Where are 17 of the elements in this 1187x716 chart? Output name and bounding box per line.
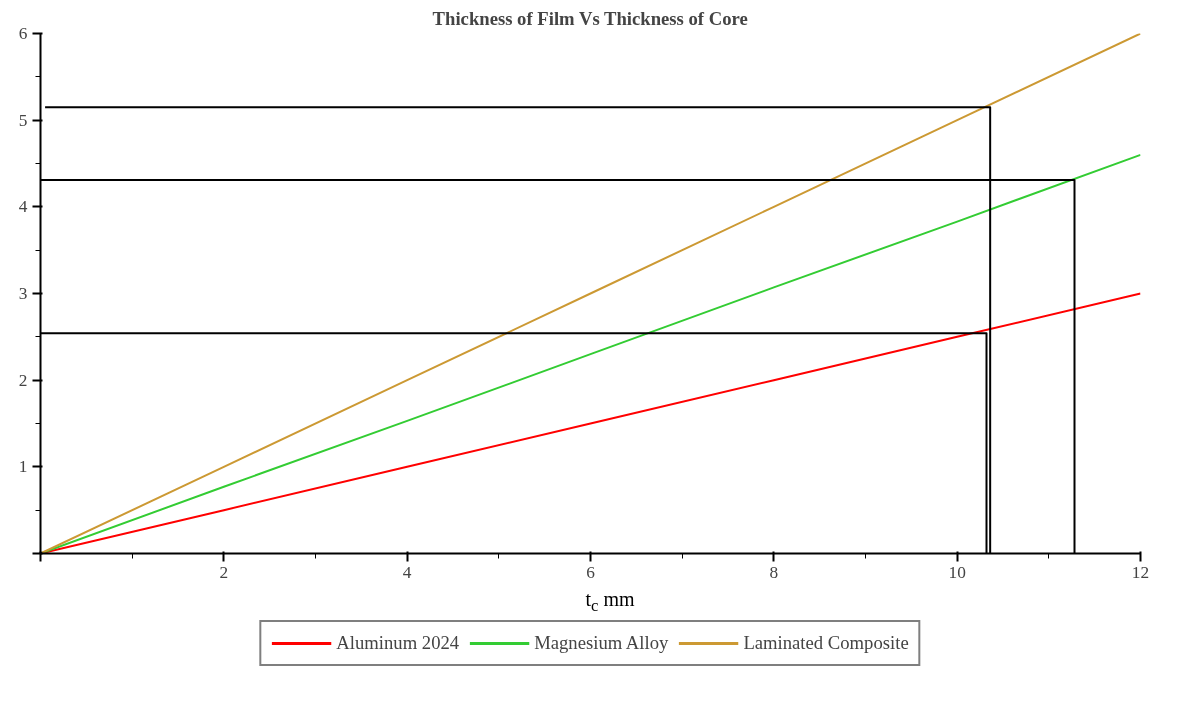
x-axis-title: t$_{c}$ mm [585,587,635,617]
x-tick-label: 10 [948,562,966,582]
x-tick-label: 6 [586,562,596,582]
x-tick-label: 2 [219,562,229,582]
x-tick-label: 12 [1131,562,1150,582]
y-tick-label: 1 [18,457,28,477]
y-tick-label: 3 [18,284,28,303]
legend-label: Aluminum 2024 [336,632,460,654]
y-tick-label: 4 [18,197,28,217]
legend-label: Magnesium Alloy [534,632,669,654]
legend-label: Laminated Composite [743,632,909,654]
y-tick-label: 5 [18,110,28,130]
chart-title: Thickness of Film Vs Thickness of Core [432,7,748,29]
x-tick-label: 4 [402,562,412,582]
y-tick-label: 2 [18,370,28,390]
y-tick-label: 6 [18,24,28,43]
x-tick-label: 8 [769,562,779,582]
